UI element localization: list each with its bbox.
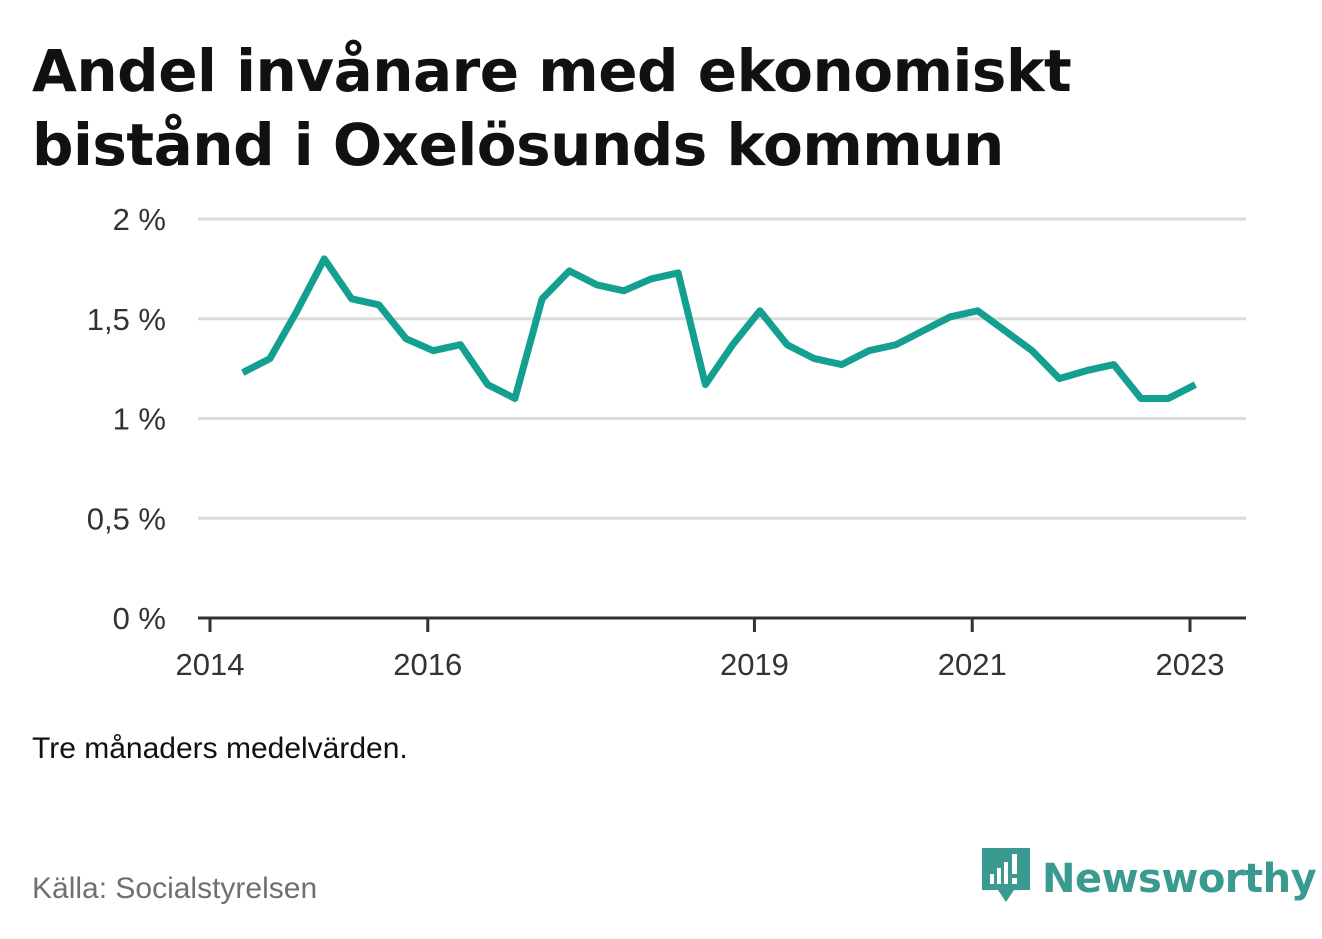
brand-name: Newsworthy (1042, 856, 1317, 902)
x-tick-label: 2023 (1156, 647, 1225, 682)
gridlines (198, 217, 1246, 520)
x-axis-ticks: 2014 2016 2019 2021 2023 (176, 618, 1225, 682)
y-axis-ticks: 0 % 0,5 % 1 % 1,5 % 2 % (87, 202, 166, 636)
x-tick-label: 2014 (176, 647, 245, 682)
y-tick-label: 0 % (113, 601, 166, 636)
chart-title: Andel invånare med ekonomiskt bistånd i … (32, 37, 1072, 179)
series-line (241, 255, 1197, 402)
y-tick-label: 2 % (113, 202, 166, 237)
y-tick-label: 1,5 % (87, 302, 166, 337)
chart-note: Tre månaders medelvärden. (32, 732, 408, 765)
source-credit: Källa: Socialstyrelsen (32, 872, 318, 905)
newsworthy-logo-icon (982, 848, 1030, 902)
x-tick-label: 2021 (938, 647, 1007, 682)
x-tick-label: 2016 (393, 647, 462, 682)
y-tick-label: 1 % (113, 402, 166, 437)
x-tick-label: 2019 (720, 647, 789, 682)
y-tick-label: 0,5 % (87, 501, 166, 536)
brand-logo: Newsworthy (982, 848, 1317, 910)
